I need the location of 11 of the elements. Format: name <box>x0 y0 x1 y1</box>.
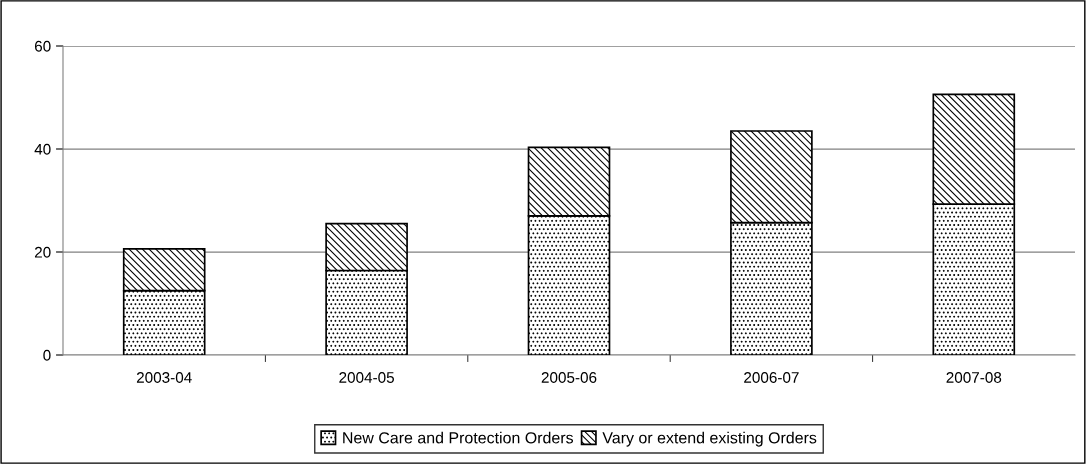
y-tick-label: 40 <box>34 143 51 155</box>
legend-label: Vary or extend existing Orders <box>602 431 817 447</box>
y-tick-label: 0 <box>43 349 51 361</box>
x-tick-label: 2003-04 <box>136 372 192 383</box>
x-tick-label: 2004-05 <box>339 372 394 383</box>
y-tick-label: 60 <box>34 40 51 52</box>
legend-label: New Care and Protection Orders <box>343 431 574 444</box>
x-tick-label: 2007-08 <box>946 372 1002 383</box>
x-tick-label: 2006-07 <box>744 372 799 383</box>
x-tick-label: 2005-06 <box>541 372 597 383</box>
y-tick-label: 20 <box>34 246 51 258</box>
